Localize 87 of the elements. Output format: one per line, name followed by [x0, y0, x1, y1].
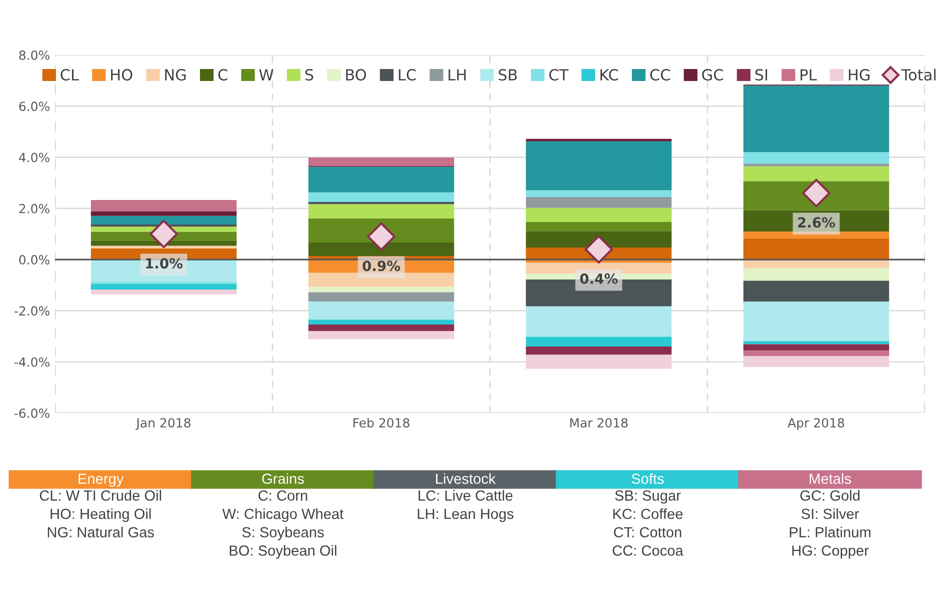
bar	[308, 331, 454, 340]
bar	[308, 292, 454, 302]
bar	[90, 246, 237, 248]
y-tick-label: 2.0%	[19, 204, 50, 214]
bar	[743, 152, 890, 164]
point	[367, 222, 396, 251]
text: Metals GC: Gold SI: Silver PL: Platinum HG: Copper	[790, 473, 870, 559]
text: Softs SB: Sugar KC: Coffee CT: Cotton CC: Cocoa	[612, 473, 684, 556]
bar	[743, 341, 890, 344]
text: Livestock LC: Live Cattle LH: Lean Hogs	[418, 473, 514, 522]
point	[802, 178, 830, 208]
x-tick-label: Mar 2018	[570, 418, 628, 428]
bar	[526, 196, 672, 208]
data-label: 0.9%	[362, 260, 400, 272]
bar	[743, 181, 890, 210]
legend-label: NG	[165, 69, 186, 81]
text: Energy CL: W TI Crude Oil HO: Heating Oil NG: Natural Gas	[40, 474, 162, 538]
legend-label: CL	[60, 69, 79, 81]
bar	[308, 158, 454, 166]
bar	[743, 280, 890, 302]
x-tick-label: Apr 2018	[788, 418, 844, 430]
bar	[308, 218, 454, 242]
legend-label: Total	[901, 68, 936, 81]
bar	[526, 141, 672, 190]
data-label: 2.6%	[798, 217, 836, 228]
y-tick-label: 4.0%	[18, 152, 50, 162]
bar	[90, 200, 237, 212]
bar	[526, 306, 672, 337]
bar	[743, 238, 890, 260]
bar	[308, 242, 454, 256]
bar	[743, 166, 890, 182]
y-tick-label: -2.0%	[14, 306, 50, 316]
bar	[308, 302, 454, 320]
legend-label: C	[218, 69, 228, 81]
legend-label: CT	[549, 69, 568, 81]
legend-label: HG	[848, 69, 870, 81]
legend-label: CC	[650, 69, 670, 81]
bar	[743, 344, 890, 351]
legend-label: KC	[600, 69, 618, 81]
y-tick-label: 8.0%	[19, 50, 50, 60]
legend-label: SI	[755, 69, 768, 81]
x-tick-label: Jan 2018	[136, 418, 190, 430]
bar	[526, 336, 672, 347]
bar	[743, 350, 890, 356]
bar	[90, 216, 237, 225]
x-tick-label: Feb 2018	[354, 418, 410, 428]
bar	[743, 86, 890, 152]
bar	[526, 346, 672, 355]
point	[584, 235, 613, 264]
bar	[526, 231, 672, 248]
bar	[743, 260, 890, 268]
bar	[308, 166, 454, 192]
point	[150, 220, 178, 248]
legend-label: BO	[346, 69, 366, 81]
data-label: 0.4%	[580, 273, 618, 284]
bar	[90, 284, 237, 290]
bar	[743, 164, 890, 166]
bar	[90, 289, 237, 294]
legend-label: W	[259, 69, 274, 80]
bar	[308, 324, 454, 332]
legend-label: LH	[448, 69, 466, 80]
bar	[743, 356, 890, 367]
bar	[526, 208, 672, 222]
y-tick-label: -4.0%	[14, 357, 50, 367]
bar	[526, 138, 672, 142]
y-tick-label: 0.0%	[19, 255, 50, 264]
bar	[526, 222, 672, 232]
bar	[743, 302, 890, 342]
bar	[526, 354, 672, 369]
legend-label: HO	[111, 69, 132, 81]
bar	[90, 211, 237, 216]
legend-label: SB	[498, 69, 517, 81]
bar	[308, 204, 454, 218]
data-label: 1.0%	[146, 258, 183, 269]
legend-label: PL	[800, 69, 817, 80]
y-tick-label: 6.0%	[19, 102, 50, 112]
bar	[743, 268, 890, 281]
legend-label: S	[305, 69, 314, 81]
y-tick-label: -6.0%	[14, 408, 50, 418]
legend-label: LC	[398, 69, 416, 81]
text: Grains C: Corn W: Chicago Wheat S: Soybeans BO: Soybean Oil	[222, 473, 344, 559]
bar	[308, 286, 454, 292]
bar	[308, 320, 454, 325]
bar	[90, 240, 237, 246]
bar	[308, 192, 454, 202]
legend-label: GC	[702, 69, 723, 81]
bar	[526, 190, 672, 197]
